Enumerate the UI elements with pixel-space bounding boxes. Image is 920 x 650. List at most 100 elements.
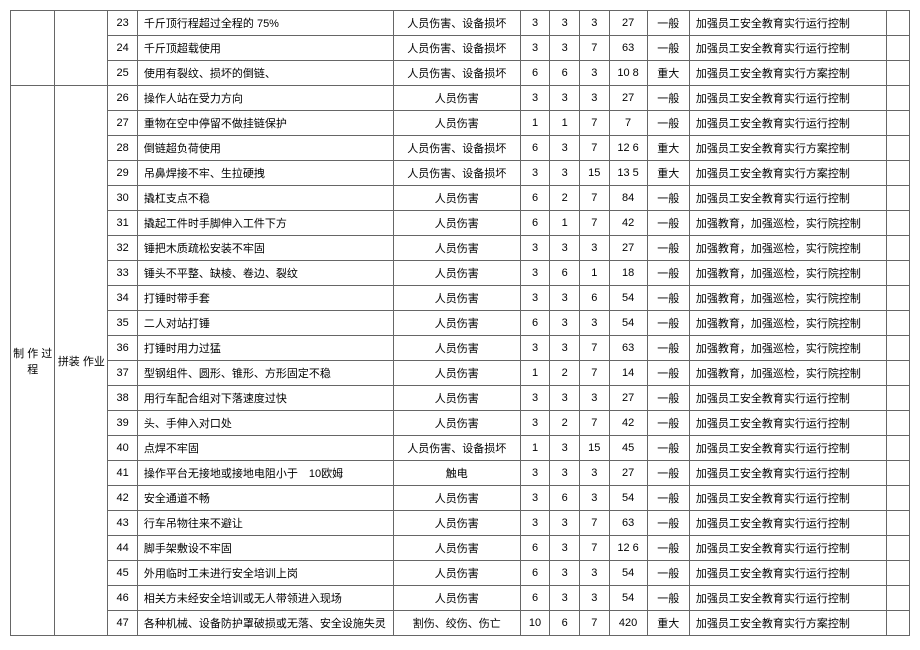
c4-cell: 84 — [609, 186, 647, 211]
hazard-cell: 人员伤害 — [393, 586, 520, 611]
hazard-cell: 人员伤害 — [393, 411, 520, 436]
num-cell: 37 — [108, 361, 138, 386]
desc-cell: 千斤顶超载使用 — [137, 36, 393, 61]
c4-cell: 420 — [609, 611, 647, 636]
num-cell: 33 — [108, 261, 138, 286]
desc-cell: 锤把木质疏松安装不牢固 — [137, 236, 393, 261]
c4-cell: 12 6 — [609, 536, 647, 561]
measure-cell: 加强员工安全教育实行运行控制 — [689, 461, 886, 486]
num-cell: 32 — [108, 236, 138, 261]
hazard-cell: 人员伤害 — [393, 386, 520, 411]
c2-cell: 6 — [550, 261, 580, 286]
c1-cell: 1 — [520, 436, 550, 461]
last-cell — [886, 536, 909, 561]
c1-cell: 3 — [520, 11, 550, 36]
c4-cell: 12 6 — [609, 136, 647, 161]
c3-cell: 15 — [579, 436, 609, 461]
num-cell: 28 — [108, 136, 138, 161]
level-cell: 一般 — [647, 511, 689, 536]
hazard-cell: 人员伤害 — [393, 86, 520, 111]
c1-cell: 3 — [520, 161, 550, 186]
table-row: 44脚手架敷设不牢固人员伤害63712 6一般加强员工安全教育实行运行控制 — [11, 536, 910, 561]
c1-cell: 3 — [520, 511, 550, 536]
c4-cell: 54 — [609, 311, 647, 336]
desc-cell: 头、手伸入对口处 — [137, 411, 393, 436]
c1-cell: 3 — [520, 86, 550, 111]
num-cell: 26 — [108, 86, 138, 111]
level-cell: 一般 — [647, 236, 689, 261]
c4-cell: 27 — [609, 11, 647, 36]
hazard-cell: 人员伤害 — [393, 211, 520, 236]
c1-cell: 3 — [520, 486, 550, 511]
num-cell: 35 — [108, 311, 138, 336]
c2-cell: 3 — [550, 386, 580, 411]
table-row: 31撬起工件时手脚伸入工件下方人员伤害61742一般加强教育，加强巡检，实行院控… — [11, 211, 910, 236]
c4-cell: 63 — [609, 336, 647, 361]
table-row: 32锤把木质疏松安装不牢固人员伤害33327一般加强教育，加强巡检，实行院控制 — [11, 236, 910, 261]
c3-cell: 7 — [579, 186, 609, 211]
hazard-cell: 人员伤害、设备损坏 — [393, 436, 520, 461]
last-cell — [886, 136, 909, 161]
num-cell: 39 — [108, 411, 138, 436]
num-cell: 24 — [108, 36, 138, 61]
desc-cell: 使用有裂纹、损坏的倒链、 — [137, 61, 393, 86]
last-cell — [886, 411, 909, 436]
c2-cell: 3 — [550, 536, 580, 561]
table-row: 36打锤时用力过猛人员伤害33763一般加强教育，加强巡检，实行院控制 — [11, 336, 910, 361]
last-cell — [886, 236, 909, 261]
c1-cell: 10 — [520, 611, 550, 636]
desc-cell: 撬杠支点不稳 — [137, 186, 393, 211]
desc-cell: 相关方未经安全培训或无人带领进入现场 — [137, 586, 393, 611]
last-cell — [886, 586, 909, 611]
num-cell: 44 — [108, 536, 138, 561]
c2-cell: 2 — [550, 361, 580, 386]
c1-cell: 3 — [520, 411, 550, 436]
c1-cell: 6 — [520, 311, 550, 336]
level-cell: 一般 — [647, 461, 689, 486]
measure-cell: 加强教育，加强巡检，实行院控制 — [689, 236, 886, 261]
table-row: 23千斤顶行程超过全程的 75%人员伤害、设备损坏33327一般加强员工安全教育… — [11, 11, 910, 36]
desc-cell: 型钢组件、圆形、锥形、方形固定不稳 — [137, 361, 393, 386]
c3-cell: 7 — [579, 361, 609, 386]
last-cell — [886, 86, 909, 111]
c4-cell: 27 — [609, 86, 647, 111]
level-cell: 一般 — [647, 211, 689, 236]
c4-cell: 54 — [609, 486, 647, 511]
last-cell — [886, 61, 909, 86]
c3-cell: 3 — [579, 311, 609, 336]
c2-cell: 6 — [550, 486, 580, 511]
num-cell: 36 — [108, 336, 138, 361]
c1-cell: 6 — [520, 211, 550, 236]
num-cell: 25 — [108, 61, 138, 86]
c4-cell: 42 — [609, 211, 647, 236]
c2-cell: 3 — [550, 161, 580, 186]
measure-cell: 加强员工安全教育实行运行控制 — [689, 36, 886, 61]
category2-cell: 拼装 作业 — [55, 86, 108, 636]
c2-cell: 3 — [550, 286, 580, 311]
c3-cell: 1 — [579, 261, 609, 286]
level-cell: 一般 — [647, 361, 689, 386]
table-row: 39头、手伸入对口处人员伤害32742一般加强员工安全教育实行运行控制 — [11, 411, 910, 436]
desc-cell: 用行车配合组对下落速度过快 — [137, 386, 393, 411]
num-cell: 38 — [108, 386, 138, 411]
desc-cell: 脚手架敷设不牢固 — [137, 536, 393, 561]
measure-cell: 加强员工安全教育实行运行控制 — [689, 386, 886, 411]
hazard-cell: 人员伤害 — [393, 336, 520, 361]
num-cell: 23 — [108, 11, 138, 36]
measure-cell: 加强教育，加强巡检，实行院控制 — [689, 311, 886, 336]
c2-cell: 3 — [550, 86, 580, 111]
c3-cell: 7 — [579, 111, 609, 136]
last-cell — [886, 36, 909, 61]
c4-cell: 45 — [609, 436, 647, 461]
c3-cell: 6 — [579, 286, 609, 311]
table-row: 24千斤顶超载使用人员伤害、设备损坏33763一般加强员工安全教育实行运行控制 — [11, 36, 910, 61]
measure-cell: 加强员工安全教育实行运行控制 — [689, 111, 886, 136]
last-cell — [886, 361, 909, 386]
c4-cell: 54 — [609, 586, 647, 611]
hazard-cell: 人员伤害 — [393, 186, 520, 211]
c2-cell: 3 — [550, 461, 580, 486]
hazard-cell: 割伤、绞伤、伤亡 — [393, 611, 520, 636]
c1-cell: 1 — [520, 111, 550, 136]
c2-cell: 3 — [550, 36, 580, 61]
hazard-cell: 人员伤害 — [393, 536, 520, 561]
